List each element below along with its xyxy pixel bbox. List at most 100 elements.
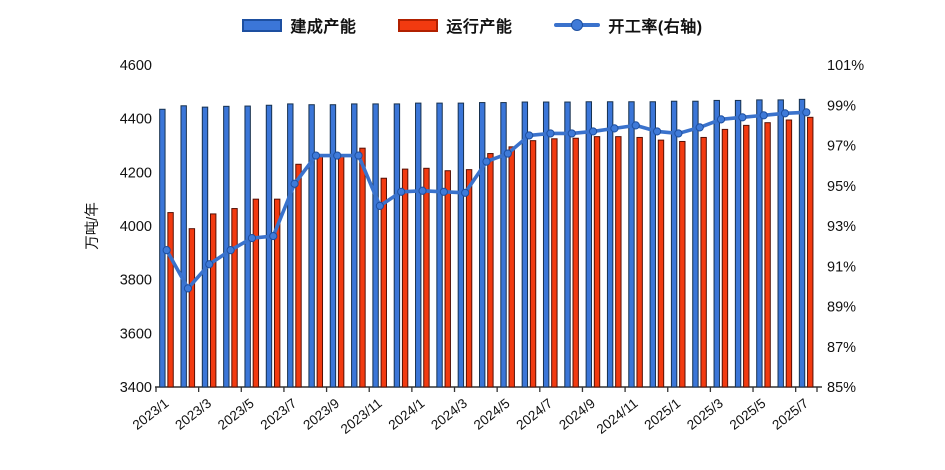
operating-rate-point (567, 129, 576, 138)
running-capacity-bar (210, 213, 217, 388)
built-capacity-bar (564, 101, 571, 388)
built-capacity-bar (777, 99, 784, 388)
operating-rate-point (780, 109, 790, 118)
built-capacity-bar (542, 101, 550, 388)
operating-rate-point (503, 149, 512, 158)
x-axis-tick-label: 2023/11 (338, 396, 385, 437)
running-capacity-bar (572, 137, 579, 388)
left-axis-tick-label: 3800 (120, 273, 152, 289)
operating-rate-point (759, 111, 768, 120)
running-capacity-bar (679, 140, 686, 388)
operating-rate-line (164, 110, 809, 291)
running-capacity-bar (167, 212, 174, 388)
built-capacity-bar (351, 103, 358, 388)
x-axis-tick-label: 2024/3 (428, 396, 470, 433)
built-capacity-bar (308, 104, 315, 388)
running-capacity-bar (657, 139, 665, 388)
left-axis-tick-label: 4000 (120, 219, 152, 235)
built-capacity-bar (756, 99, 763, 388)
x-axis-tick-label: 2024/9 (556, 396, 598, 433)
operating-rate-point (333, 151, 342, 160)
running-capacity-bar (273, 198, 281, 388)
running-capacity-bar (785, 119, 793, 388)
right-axis-tick-label: 87% (827, 340, 856, 356)
running-capacity-bar (401, 168, 409, 388)
running-capacity-bar (359, 147, 366, 388)
right-axis-tick-label: 101% (827, 58, 864, 74)
running-capacity-bar (593, 136, 601, 388)
running-capacity-bar (252, 198, 260, 388)
operating-rate-point (461, 188, 470, 197)
operating-rate-point (652, 127, 662, 136)
operating-rate-point (311, 151, 321, 160)
running-capacity-bar (721, 128, 729, 388)
operating-rate-point (439, 187, 448, 196)
built-capacity-bar (457, 102, 465, 388)
built-capacity-bar (223, 105, 230, 388)
legend-label-built: 建成产能 (290, 19, 357, 36)
x-axis-tick-label: 2025/1 (641, 396, 683, 433)
x-axis-tick-label: 2023/1 (130, 396, 172, 433)
built-capacity-bar (393, 103, 401, 388)
right-axis-tick-label: 95% (827, 179, 856, 195)
operating-rate-point (525, 131, 534, 140)
right-axis-tick-label: 85% (827, 380, 856, 396)
left-axis-tick-label: 3600 (120, 326, 152, 342)
built-capacity-bar (415, 102, 422, 388)
x-axis-tick-label: 2024/1 (386, 396, 428, 433)
running-capacity-bar (529, 140, 537, 388)
running-capacity-bar (636, 136, 643, 388)
right-axis-tick-label: 89% (827, 300, 856, 316)
right-axis-tick-label: 99% (827, 98, 856, 114)
built-capacity-bar (265, 104, 273, 388)
running-capacity-bar (743, 124, 750, 388)
built-capacity-bar (244, 105, 251, 388)
built-capacity-bar (628, 101, 635, 388)
operating-rate-point (738, 113, 747, 122)
operating-rate-point (290, 179, 299, 188)
running-capacity-bar (316, 155, 324, 388)
operating-rate-point (397, 187, 406, 196)
operating-rate-point (716, 115, 726, 124)
running-capacity-bar (807, 116, 814, 388)
operating-rate-point (482, 157, 491, 166)
running-capacity-bar (423, 167, 430, 388)
built-capacity-bar (201, 106, 209, 388)
x-axis-tick-label: 2023/7 (258, 396, 300, 433)
running-capacity-bar (508, 146, 515, 388)
running-capacity-bar (465, 169, 473, 388)
operating-rate-point (610, 124, 619, 133)
built-capacity-bar (692, 100, 699, 388)
built-capacity-bar (649, 101, 656, 388)
running-capacity-swatch-icon (398, 18, 439, 32)
built-capacity-bar (372, 103, 379, 388)
operating-rate-point (375, 201, 384, 210)
built-capacity-swatch-icon (242, 18, 283, 32)
left-axis-tick-label: 4400 (120, 112, 152, 128)
operating-rate-point (674, 129, 683, 138)
legend-item-running: 运行产能 (398, 13, 512, 37)
legend-item-rate: 开工率(右轴) (554, 13, 702, 37)
left-axis-tick-label: 4200 (120, 165, 152, 181)
left-axis-tick-label: 3400 (120, 380, 152, 396)
legend-item-built: 建成产能 (242, 13, 356, 37)
running-capacity-bar (551, 138, 558, 388)
operating-rate-point (205, 260, 214, 269)
built-capacity-bar (798, 98, 806, 388)
built-capacity-bar (479, 102, 486, 388)
built-capacity-bar (734, 99, 742, 388)
built-capacity-bar (180, 105, 187, 388)
built-capacity-bar (329, 104, 337, 388)
operating-rate-point (354, 151, 363, 160)
chart-legend: 建成产能 运行产能 开工率(右轴) (0, 10, 945, 40)
x-axis-tick-label: 2024/7 (514, 396, 556, 433)
running-capacity-bar (700, 136, 707, 388)
legend-label-rate: 开工率(右轴) (608, 19, 703, 36)
running-capacity-bar (444, 170, 451, 388)
running-capacity-bar (764, 122, 771, 388)
operating-rate-point (247, 233, 257, 243)
built-capacity-bar (606, 101, 614, 388)
operating-rate-point (183, 284, 193, 293)
